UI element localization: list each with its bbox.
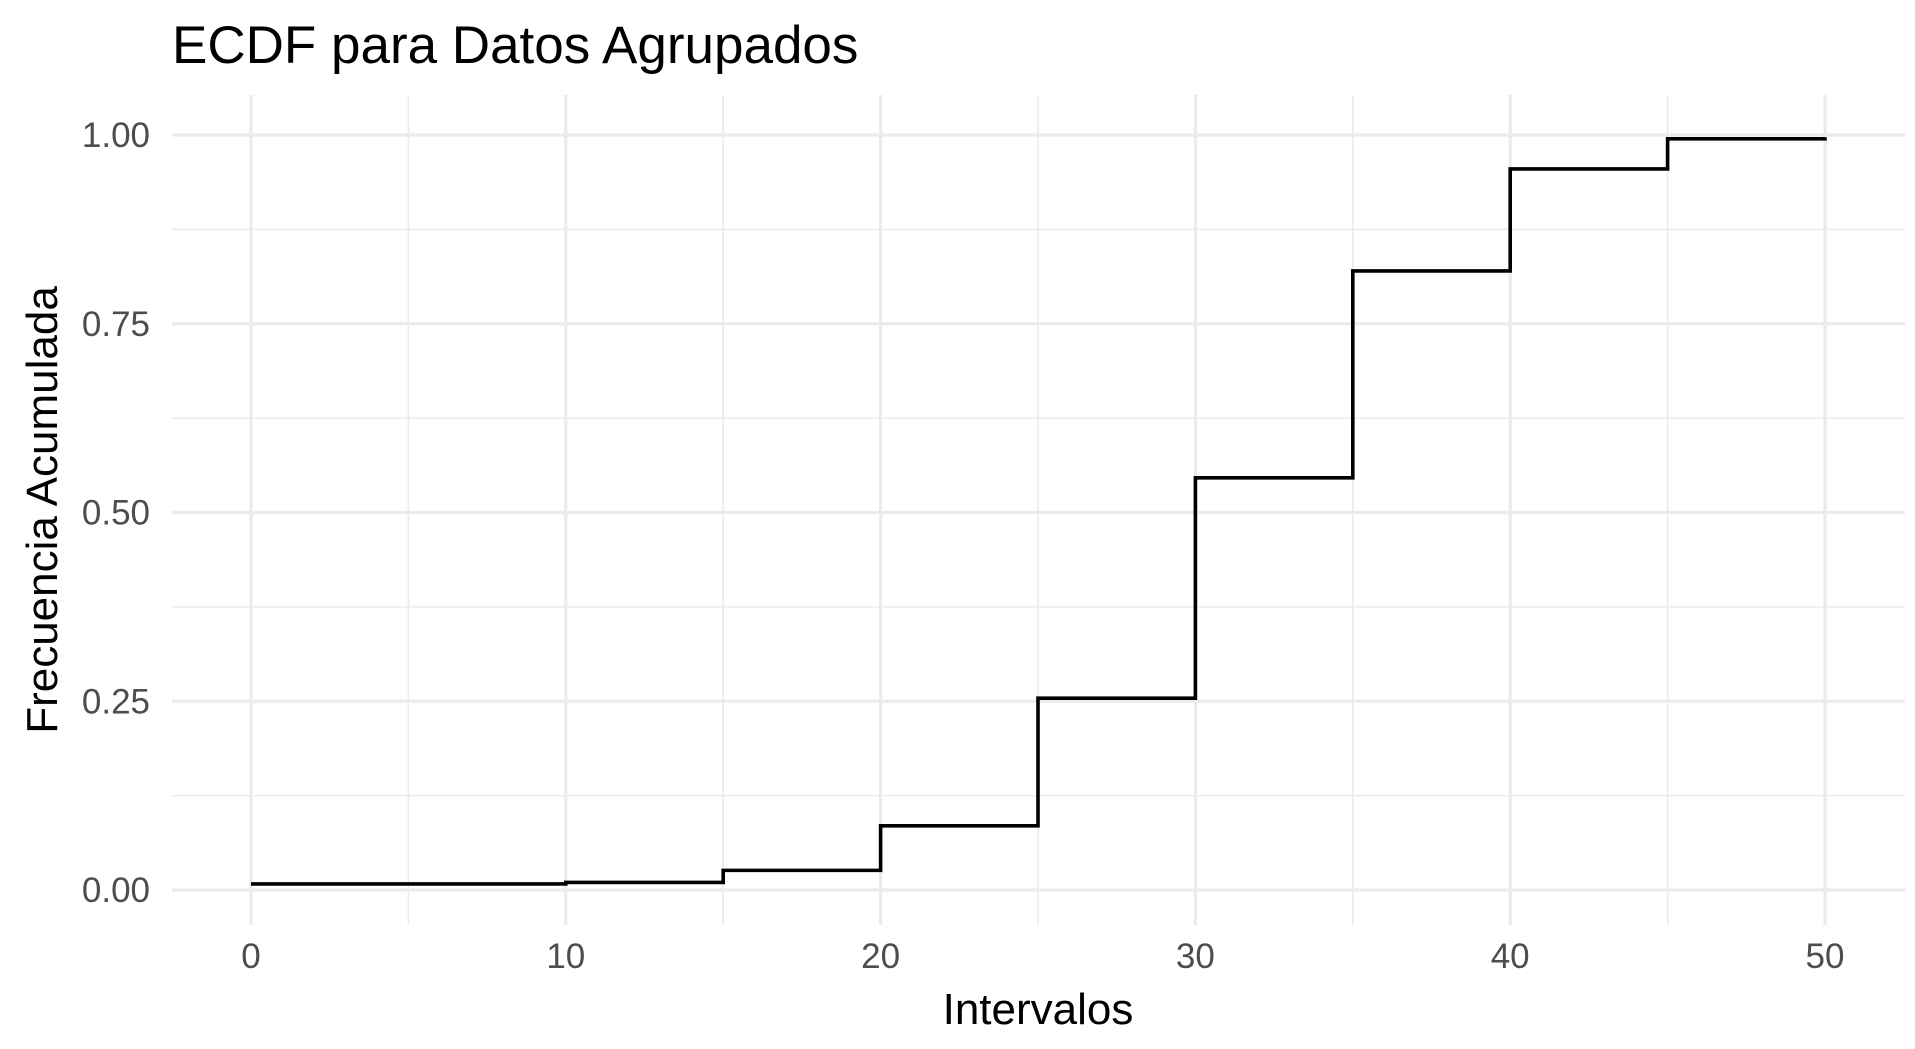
y-axis-ticks: 0.00 0.25 0.50 0.75 1.00 xyxy=(82,116,150,910)
x-axis-ticks: 0 10 20 30 40 50 xyxy=(241,937,1844,976)
y-tick-label: 0.25 xyxy=(82,682,150,721)
x-axis-title: Intervalos xyxy=(943,985,1134,1034)
chart-title: ECDF para Datos Agrupados xyxy=(172,16,858,75)
x-tick-label: 30 xyxy=(1176,937,1215,976)
x-tick-label: 50 xyxy=(1806,937,1845,976)
y-axis-title: Frecuencia Acumulada xyxy=(18,286,67,734)
ecdf-step-line xyxy=(251,136,1827,886)
x-tick-label: 40 xyxy=(1491,937,1530,976)
y-tick-label: 1.00 xyxy=(82,116,150,155)
y-tick-label: 0.00 xyxy=(82,871,150,910)
y-tick-label: 0.75 xyxy=(82,305,150,344)
x-tick-label: 0 xyxy=(241,937,260,976)
x-tick-label: 10 xyxy=(546,937,585,976)
x-tick-label: 20 xyxy=(861,937,900,976)
series-layer xyxy=(251,136,1827,886)
y-tick-label: 0.50 xyxy=(82,494,150,533)
